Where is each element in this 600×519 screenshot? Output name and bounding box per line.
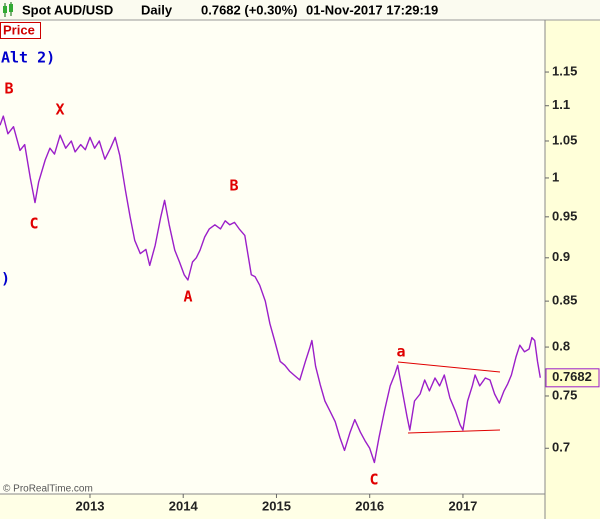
x-tick-label: 2013 <box>76 498 105 513</box>
y-tick-label: 1.15 <box>552 63 577 78</box>
instrument: Spot AUD/USD <box>22 2 113 17</box>
last-value: 0.7682 <box>552 369 592 384</box>
last-value-box <box>545 368 600 388</box>
wave-label: A <box>183 288 192 306</box>
y-tick-label: 1.05 <box>552 132 577 147</box>
x-tick-label: 2014 <box>169 498 199 513</box>
panel-label: Price <box>3 22 35 37</box>
header-bar <box>0 0 600 20</box>
note: ) <box>1 270 10 288</box>
price-line <box>0 115 541 464</box>
wave-label: a <box>396 343 405 361</box>
y-axis-area <box>545 18 600 519</box>
y-tick-label: 0.75 <box>552 387 577 402</box>
y-tick-label: 1 <box>552 169 559 184</box>
y-tick-label: 0.8 <box>552 339 570 354</box>
header-icon <box>3 2 13 17</box>
x-axis-area <box>0 494 545 519</box>
panel-label-box <box>0 22 41 39</box>
wave-label: B <box>229 177 238 195</box>
x-tick-label: 2016 <box>355 498 384 513</box>
timestamp: 01-Nov-2017 17:29:19 <box>306 2 438 17</box>
y-tick-label: 0.85 <box>552 293 577 308</box>
trendline-upper <box>397 361 501 373</box>
trendline-lower <box>407 429 501 434</box>
y-tick-label: 0.95 <box>552 208 577 223</box>
y-tick-label: 0.9 <box>552 249 570 264</box>
note: Alt 2) <box>1 49 55 67</box>
interval: Daily <box>141 2 173 17</box>
wave-label: C <box>29 215 38 233</box>
y-tick-label: 1.1 <box>552 97 570 112</box>
x-tick-label: 2015 <box>262 498 291 513</box>
wave-label: B <box>4 80 13 98</box>
copyright: © ProRealTime.com <box>3 484 93 495</box>
wave-label: C <box>369 471 378 489</box>
quote: 0.7682 (+0.30%) <box>201 2 297 17</box>
x-tick-label: 2017 <box>448 498 477 513</box>
y-tick-label: 0.7 <box>552 440 570 455</box>
wave-label: X <box>55 101 64 119</box>
